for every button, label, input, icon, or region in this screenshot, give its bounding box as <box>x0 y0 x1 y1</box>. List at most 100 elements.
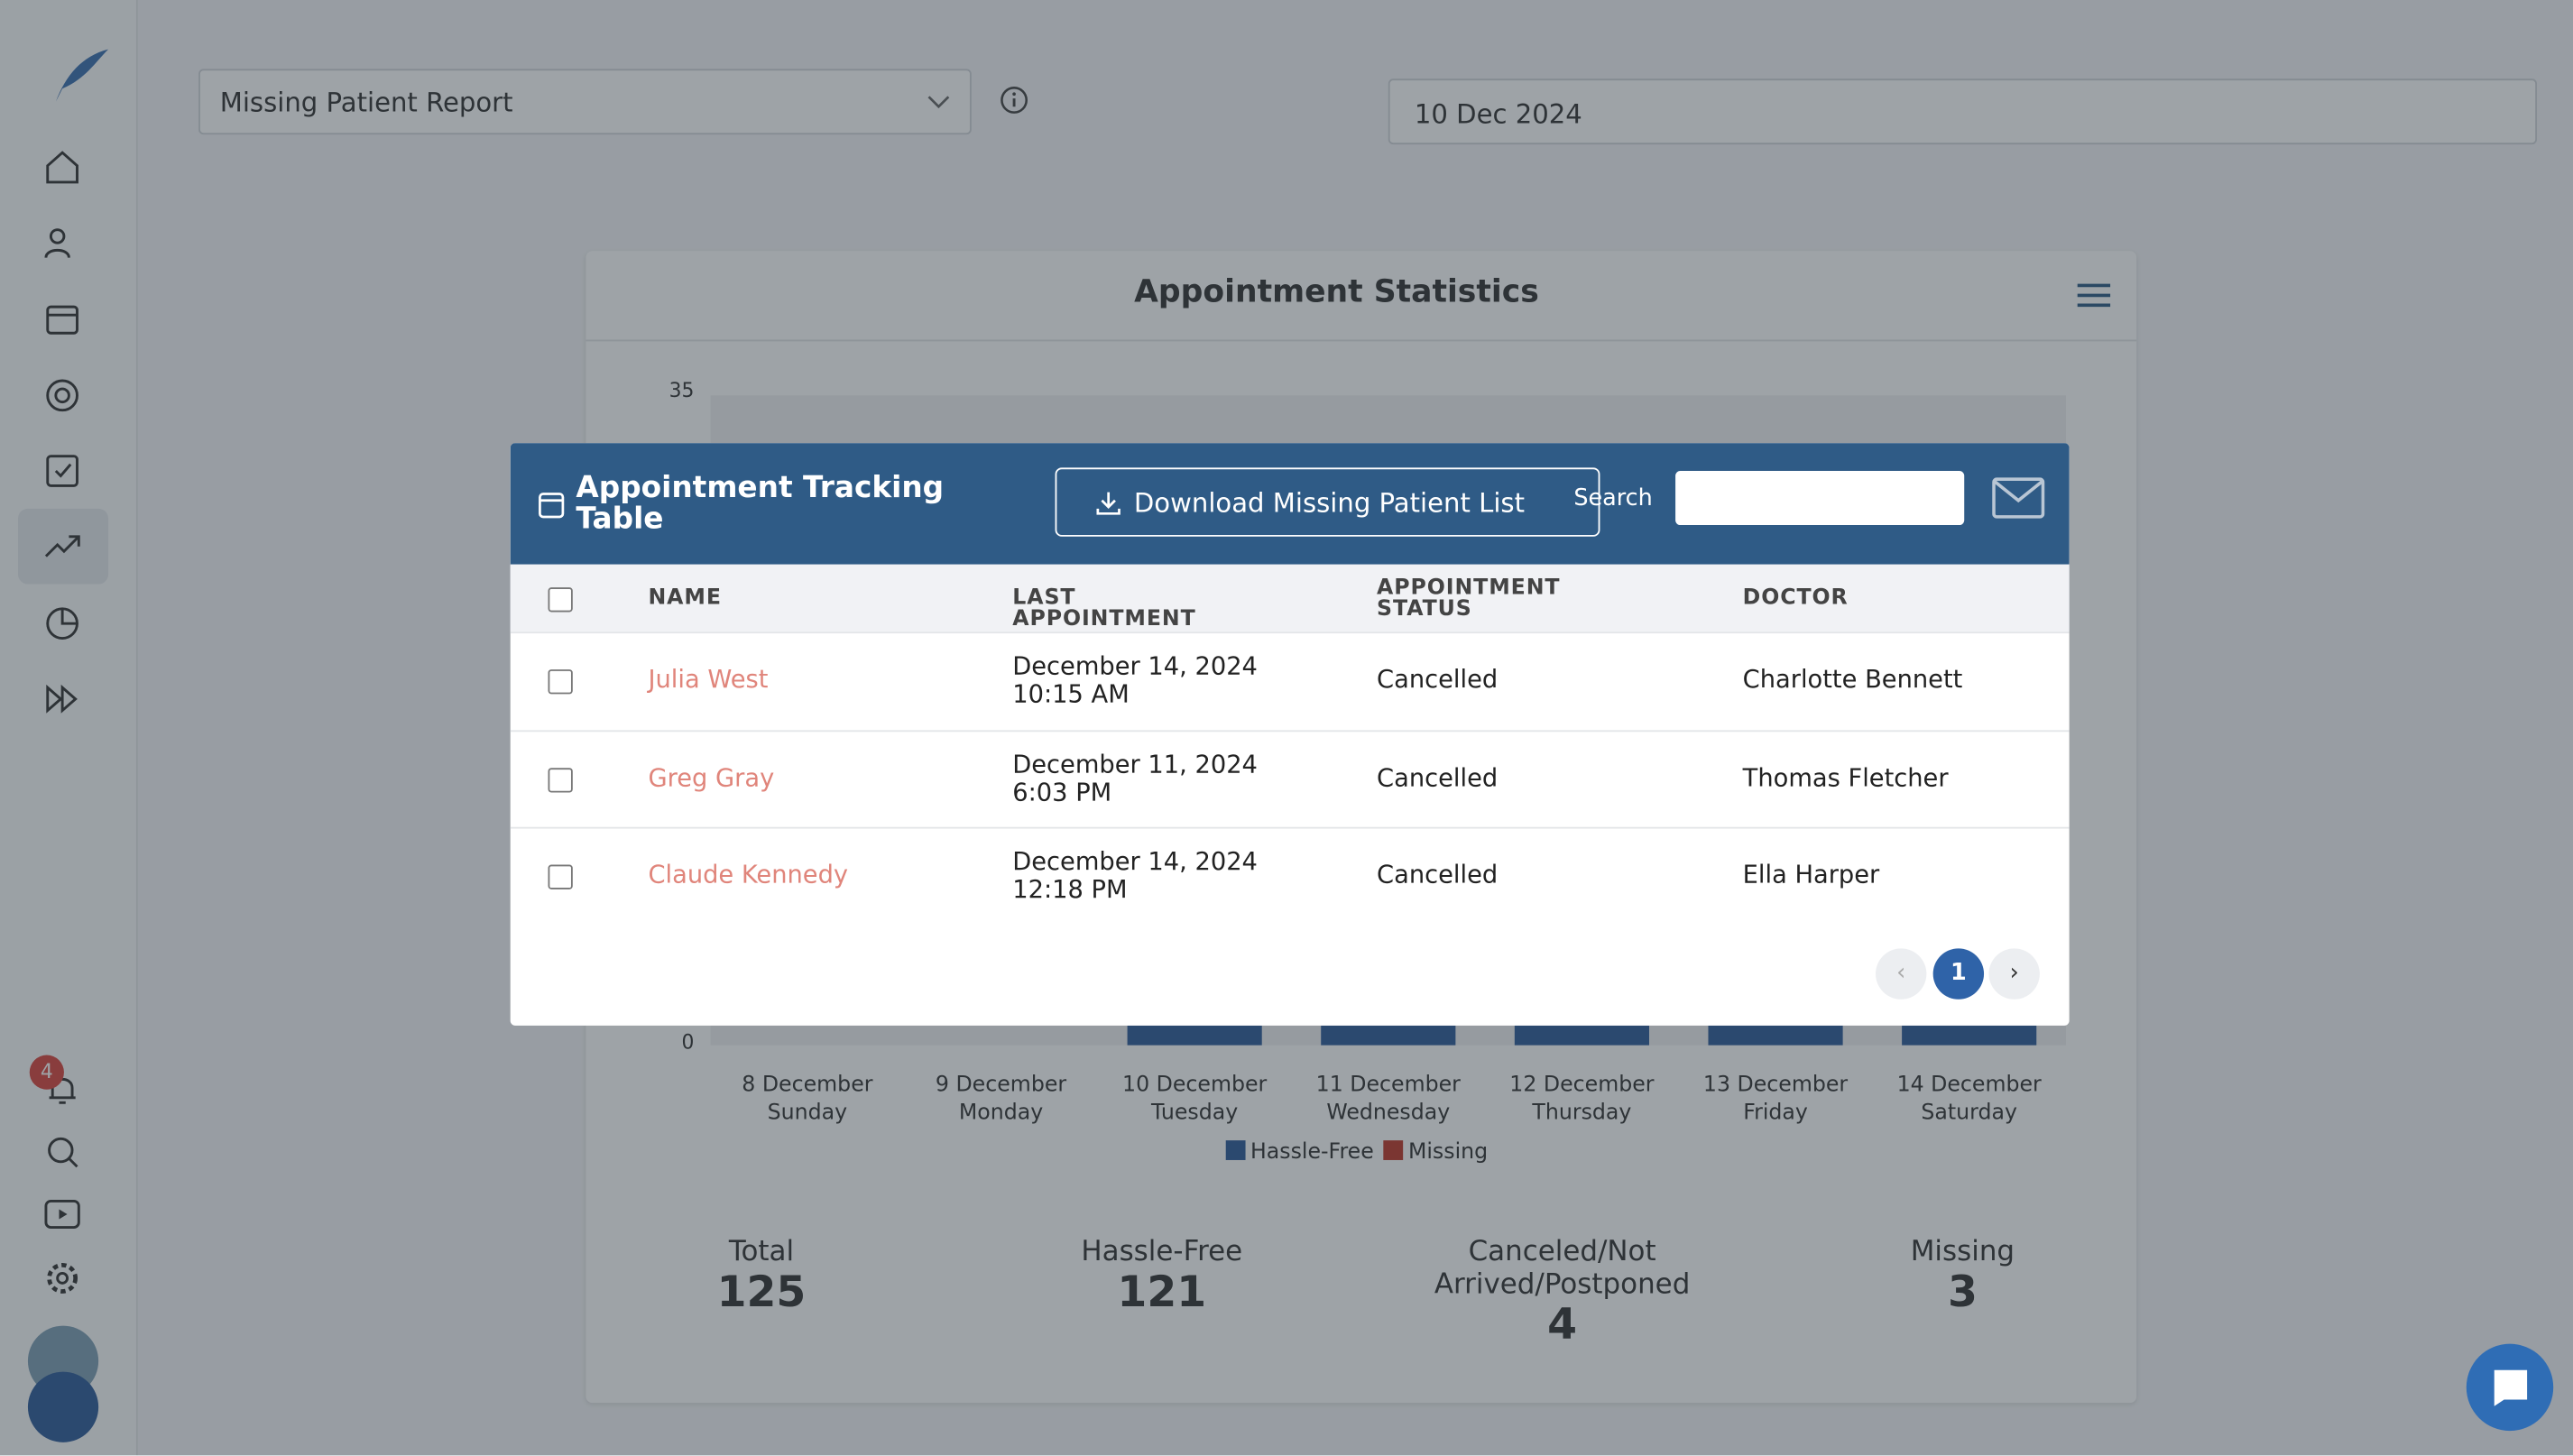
bar-stub <box>1127 1025 1262 1046</box>
x-label-date: 11 December <box>1315 1073 1461 1098</box>
select-all-checkbox[interactable] <box>548 587 573 613</box>
chat-icon <box>2494 1369 2528 1406</box>
stat: Canceled/Not Arrived/Postponed 4 <box>1398 1236 1727 1350</box>
menu-icon[interactable] <box>2076 281 2112 310</box>
x-label-date: 9 December <box>935 1073 1067 1098</box>
y-axis-label: 35 <box>669 379 695 402</box>
nav-forward[interactable] <box>42 679 82 719</box>
stat-label: Canceled/Not Arrived/Postponed <box>1434 1235 1691 1302</box>
nav-patients[interactable] <box>42 223 82 263</box>
x-label-day: Sunday <box>767 1101 848 1126</box>
info-icon[interactable] <box>1000 86 1029 115</box>
sidebar: 4 <box>0 0 138 1456</box>
legend: Hassle-Free Missing <box>1225 1140 1489 1166</box>
x-label-day: Thursday <box>1532 1101 1632 1126</box>
nav-active <box>18 508 109 585</box>
table-cell: Charlotte Bennett <box>1742 664 1963 695</box>
patient-name[interactable]: Greg Gray <box>648 761 775 792</box>
table-cell: December 11, 2024 6:03 PM <box>1012 749 1258 806</box>
x-label: 9 December Monday <box>904 1072 1098 1128</box>
stat-value: 4 <box>1547 1301 1578 1350</box>
x-label-day: Friday <box>1743 1101 1808 1126</box>
nav-reports[interactable] <box>42 527 82 567</box>
nav-settings[interactable] <box>42 1258 82 1298</box>
nav-tasks[interactable] <box>42 451 82 491</box>
nav-support[interactable] <box>42 376 82 416</box>
table-cell: December 14, 2024 12:18 PM <box>1012 846 1258 905</box>
nav-analytics[interactable] <box>42 604 82 643</box>
x-label-date: 14 December <box>1896 1073 2042 1098</box>
stat-value: 3 <box>1947 1268 1978 1318</box>
notification-badge: 4 <box>29 1055 64 1090</box>
x-label-date: 8 December <box>742 1073 873 1098</box>
row-checkbox[interactable] <box>548 669 573 695</box>
table-header: NAME LAST APPOINTMENT APPOINTMENT STATUS DO… <box>510 564 2070 632</box>
report-select-text: Missing Patient Report <box>219 87 513 118</box>
x-label-day: Saturday <box>1921 1101 2017 1126</box>
chat-button[interactable] <box>2466 1343 2554 1432</box>
legend-label: Missing <box>1407 1140 1489 1166</box>
x-label: 13 December Friday <box>1679 1072 1873 1128</box>
stat-label: Total <box>728 1235 795 1269</box>
table-cell: December 14, 2024 10:15 AM <box>1012 651 1258 709</box>
modal-header: Appointment Tracking Table Download Miss… <box>510 443 2070 565</box>
date-input[interactable]: 10 Dec 2024 <box>1388 78 2538 145</box>
patient-name[interactable]: Claude Kennedy <box>648 860 849 889</box>
date-text: 10 Dec 2024 <box>1414 98 1582 130</box>
search-input[interactable] <box>1675 471 1965 526</box>
stat: Total 125 <box>597 1236 926 1318</box>
card-title: Appointment Statistics <box>1134 273 1539 310</box>
next-page[interactable]: › <box>1988 948 2040 1000</box>
legend-swatch <box>1383 1140 1404 1160</box>
x-label-day: Wednesday <box>1326 1101 1451 1126</box>
modal-title: Appointment Tracking Table <box>576 471 945 537</box>
bar-stub <box>1514 1025 1649 1046</box>
x-label: 14 December Saturday <box>1872 1072 2066 1128</box>
divider <box>586 339 2137 342</box>
modal: Appointment Tracking Table Download Miss… <box>510 443 2070 1026</box>
table-cell: Ella Harper <box>1742 860 1880 889</box>
column-header: NAME <box>648 585 722 611</box>
download-button[interactable]: Download Missing Patient List <box>1055 467 1600 537</box>
patient-name[interactable]: Julia West <box>648 664 769 695</box>
nav-calendar[interactable] <box>42 299 82 338</box>
column-header: LAST APPOINTMENT <box>1012 585 1196 632</box>
column-header: DOCTOR <box>1742 585 1849 611</box>
table-cell: Thomas Fletcher <box>1742 761 1949 792</box>
clinic-avatar[interactable] <box>27 1371 99 1442</box>
search-label: Search <box>1573 485 1653 512</box>
current-page[interactable]: 1 <box>1932 948 1985 1000</box>
table-cell: Cancelled <box>1377 664 1499 695</box>
row-checkbox[interactable] <box>548 767 573 792</box>
download-icon <box>1096 492 1120 515</box>
email-button[interactable] <box>1992 477 2045 519</box>
x-label: 11 December Wednesday <box>1291 1072 1485 1128</box>
nav-search[interactable] <box>42 1132 82 1172</box>
x-label-day: Monday <box>958 1101 1044 1126</box>
prev-page[interactable]: ‹ <box>1876 948 1927 1000</box>
nav-home[interactable] <box>42 148 82 188</box>
x-label: 8 December Sunday <box>711 1072 905 1128</box>
chevron <box>927 96 950 109</box>
bar-stub <box>1321 1025 1456 1046</box>
x-label-day: Tuesday <box>1151 1101 1239 1126</box>
x-label: 10 December Tuesday <box>1098 1072 1292 1128</box>
legend-label: Hassle-Free <box>1250 1140 1374 1166</box>
logo <box>55 49 109 102</box>
table-cell: Cancelled <box>1377 761 1499 792</box>
table-row: Julia West December 14, 2024 10:15 AM Canc… <box>510 631 2070 730</box>
stat: Hassle-Free 121 <box>998 1236 1326 1318</box>
stat-label: Missing <box>1910 1235 2015 1269</box>
bar-stub <box>1708 1025 1843 1046</box>
stat: Missing 3 <box>1799 1236 2127 1318</box>
stat-value: 121 <box>1117 1268 1207 1318</box>
legend-swatch <box>1225 1140 1246 1160</box>
row-checkbox[interactable] <box>548 864 573 889</box>
report-select[interactable]: Missing Patient Report <box>198 69 972 135</box>
table-cell: Cancelled <box>1377 860 1499 889</box>
column-header: APPOINTMENT STATUS <box>1377 576 1561 622</box>
nav-videos[interactable] <box>42 1194 82 1234</box>
x-label-date: 13 December <box>1702 1073 1849 1098</box>
y-axis-label: 0 <box>681 1030 695 1054</box>
